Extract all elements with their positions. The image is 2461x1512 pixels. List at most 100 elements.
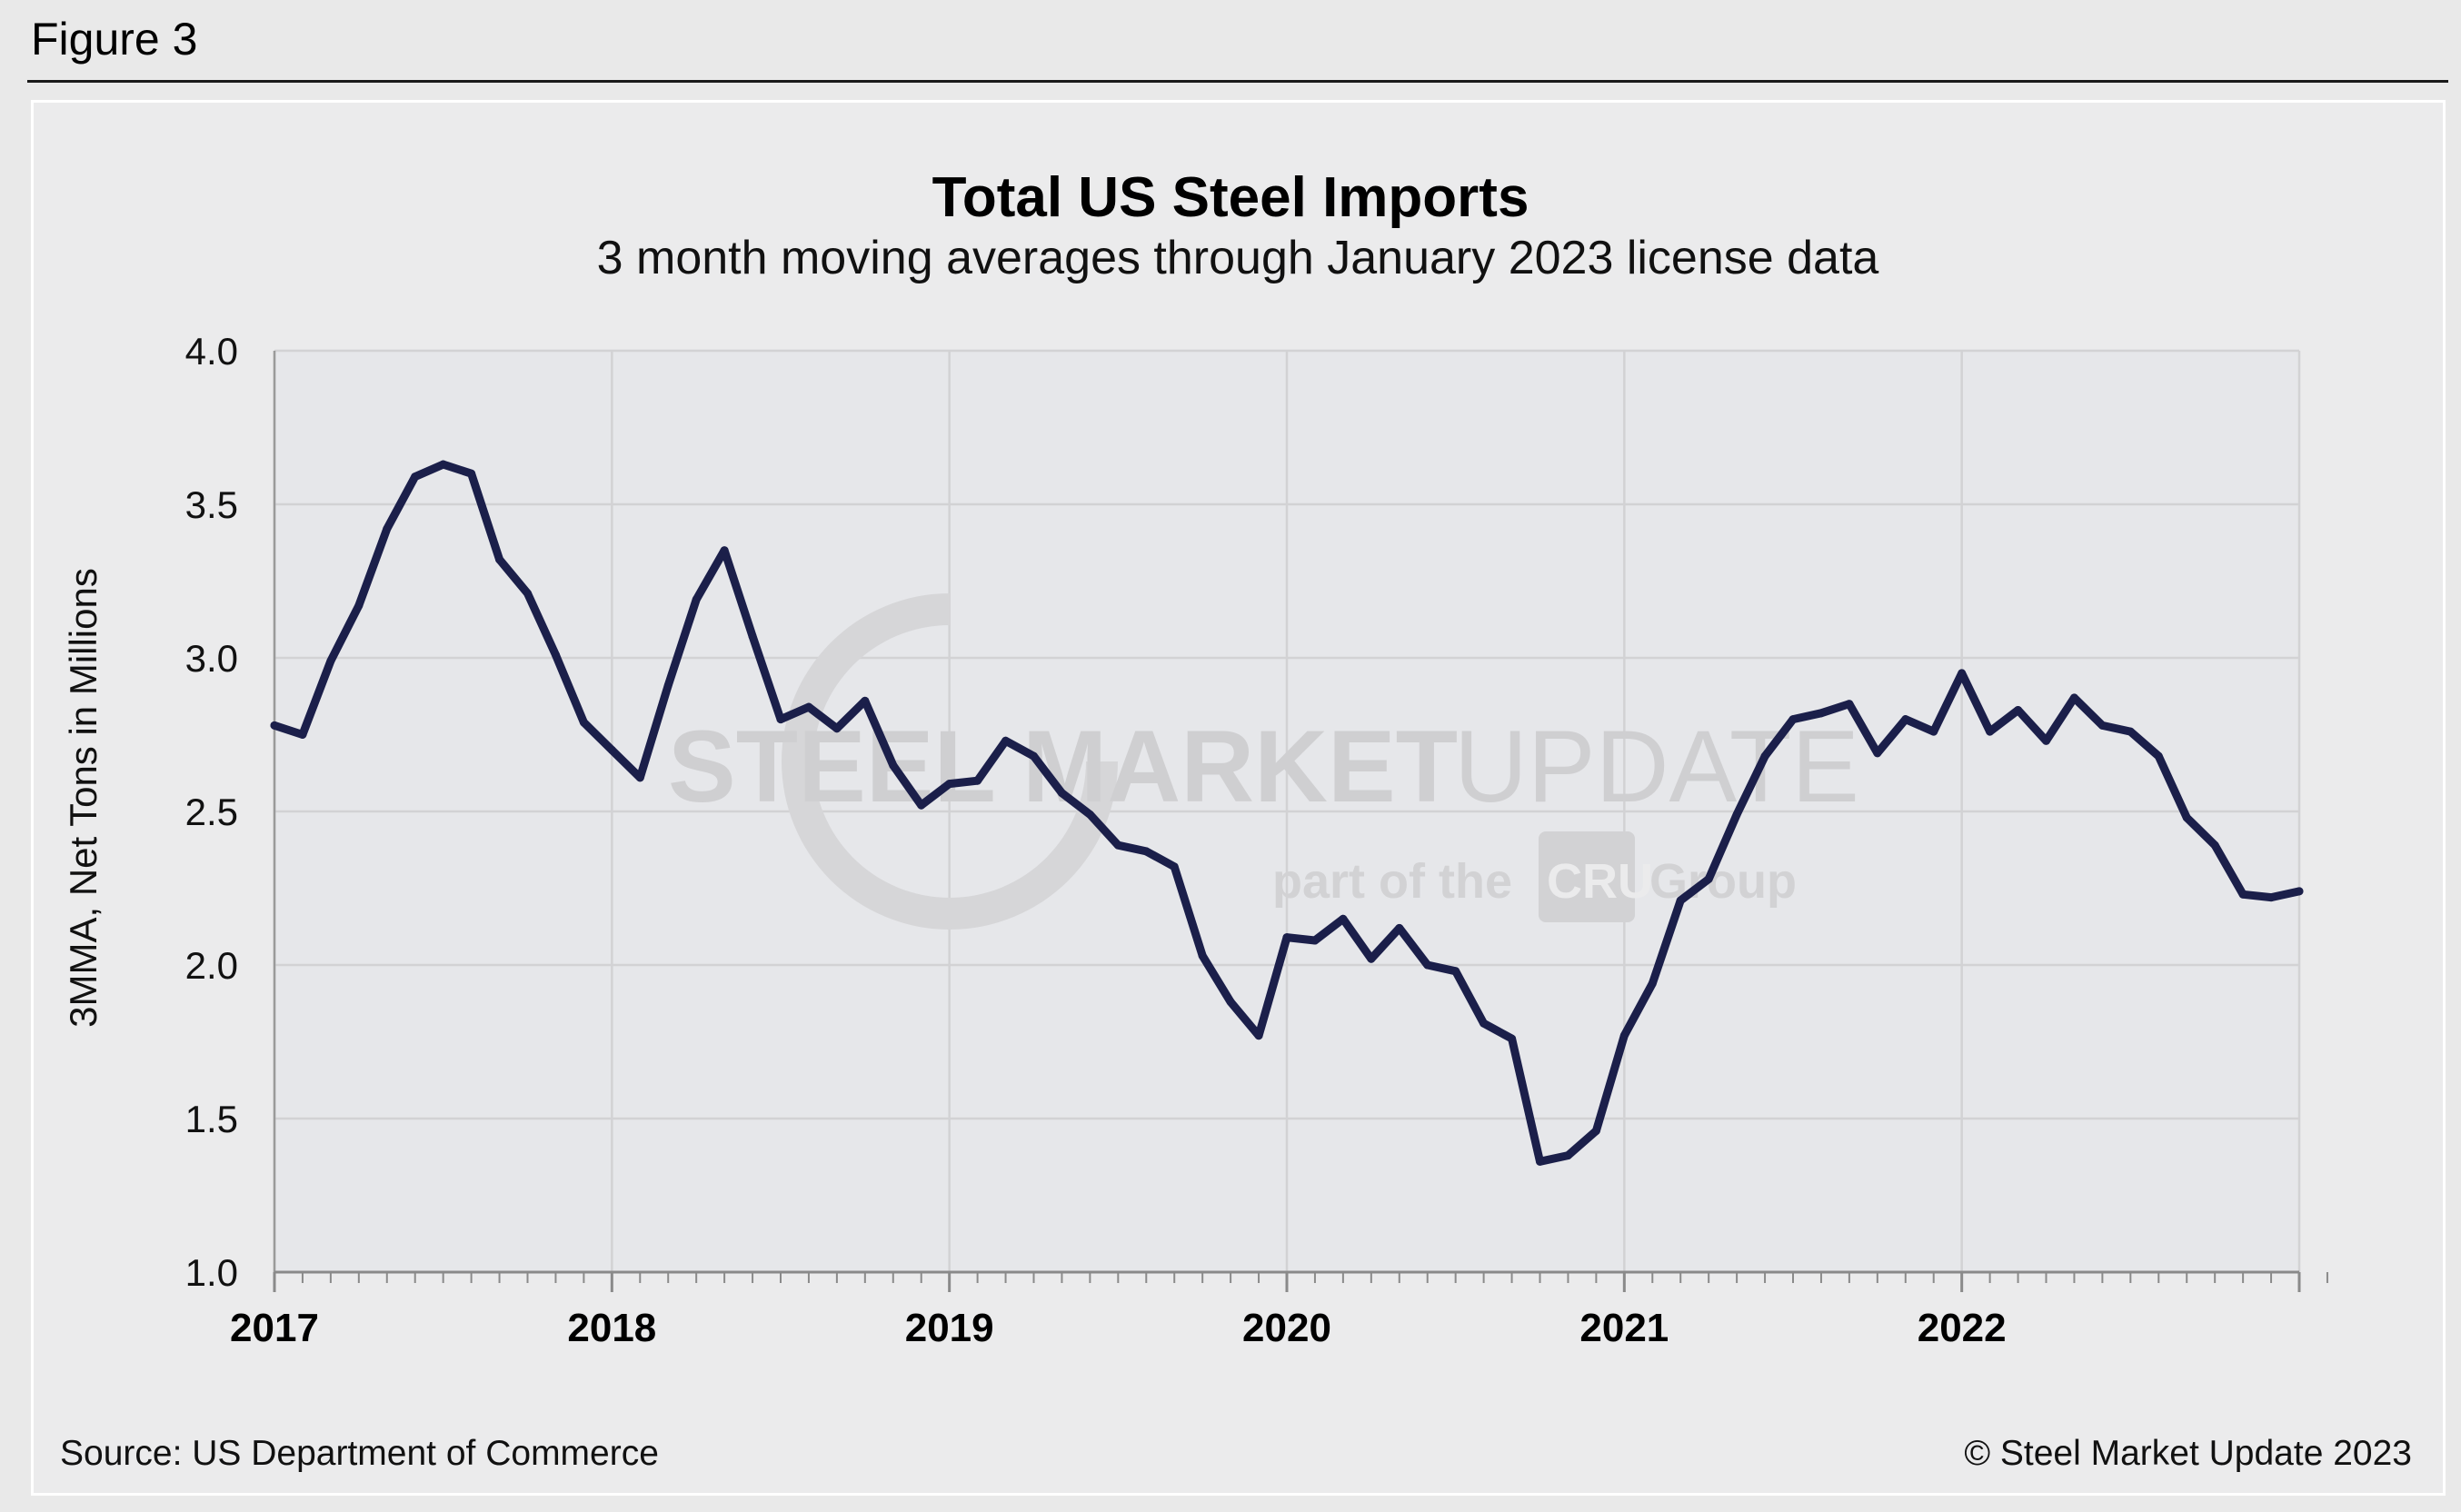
data-point <box>551 651 560 660</box>
data-point <box>1198 951 1207 960</box>
data-point <box>2238 890 2247 899</box>
data-point <box>383 524 392 533</box>
data-point <box>663 681 673 690</box>
x-tick-label: 2021 <box>1579 1306 1669 1350</box>
data-point <box>607 745 616 754</box>
data-point <box>748 632 757 641</box>
watermark-logo-text: CRU <box>1547 854 1653 909</box>
data-point <box>945 780 954 789</box>
data-point <box>1451 967 1460 976</box>
y-tick-label: 2.0 <box>185 944 238 987</box>
data-point <box>298 731 307 739</box>
data-point <box>2210 841 2219 850</box>
data-point <box>2295 887 2304 896</box>
data-point <box>579 718 588 727</box>
data-points <box>270 460 2304 1166</box>
data-point <box>2042 736 2050 745</box>
data-point <box>692 595 701 604</box>
data-point <box>861 696 870 705</box>
chart-title: Total US Steel Imports <box>932 166 1529 229</box>
data-point <box>1367 954 1376 963</box>
data-point <box>1508 1034 1517 1043</box>
axes <box>273 351 2328 1292</box>
data-point <box>1113 841 1122 850</box>
chart-subtitle: 3 month moving averages through January … <box>596 232 1879 284</box>
data-point <box>1929 727 1938 736</box>
data-point <box>1732 810 1741 819</box>
data-point <box>720 546 729 555</box>
data-point <box>1873 749 1882 758</box>
data-point <box>1001 736 1011 745</box>
data-point <box>439 460 448 469</box>
data-point <box>1141 847 1151 856</box>
x-tick-label: 2019 <box>905 1306 994 1350</box>
data-point <box>1282 933 1291 942</box>
data-point <box>832 724 842 733</box>
x-tick-label: 2017 <box>230 1306 319 1350</box>
data-point <box>1480 1019 1489 1028</box>
data-point <box>635 773 644 782</box>
data-point <box>2097 721 2107 730</box>
data-point <box>1395 923 1404 932</box>
data-point <box>2126 727 2135 736</box>
data-point <box>1536 1157 1544 1166</box>
data-point <box>1030 751 1038 761</box>
y-tick-label: 1.0 <box>185 1251 238 1294</box>
data-point <box>1958 669 1967 678</box>
data-point <box>1788 715 1798 724</box>
source-note: Source: US Department of Commerce <box>60 1434 659 1473</box>
data-point <box>1226 998 1235 1007</box>
x-tick-label: 2018 <box>567 1306 656 1350</box>
data-point <box>2014 705 2023 714</box>
data-point <box>2154 751 2163 761</box>
data-point <box>2182 813 2191 822</box>
data-point <box>523 589 532 598</box>
data-point <box>1423 960 1432 970</box>
watermark-tagline-pre: part of the <box>1272 854 1512 909</box>
data-point <box>2267 893 2276 902</box>
data-point <box>467 469 476 478</box>
data-point <box>1254 1031 1263 1040</box>
y-tick-label: 4.0 <box>185 330 238 373</box>
data-point <box>411 472 420 482</box>
y-tick-label: 1.5 <box>185 1098 238 1140</box>
data-point <box>1310 936 1320 945</box>
x-tick-label: 2022 <box>1918 1306 2007 1350</box>
data-point <box>1845 700 1854 709</box>
watermark-brand-bold: STEEL MARKET <box>668 710 1458 823</box>
watermark-cru-logo-icon <box>1539 831 1635 922</box>
data-point <box>1057 789 1066 798</box>
data-point <box>1619 1031 1629 1040</box>
y-tick-label: 2.5 <box>185 791 238 833</box>
figure-rule <box>27 80 2448 83</box>
data-point <box>1676 896 1685 905</box>
data-point <box>1339 914 1348 923</box>
x-tick-label: 2020 <box>1242 1306 1331 1350</box>
data-point <box>1591 1127 1600 1136</box>
y-tick-label: 3.5 <box>185 483 238 526</box>
data-point <box>1563 1151 1572 1160</box>
data-point <box>917 801 926 810</box>
data-point <box>1170 862 1179 871</box>
data-point <box>1704 874 1713 883</box>
data-point <box>1901 715 1910 724</box>
data-point <box>776 715 785 724</box>
y-tick-labels: 1.0 1.5 2.0 2.5 3.0 3.5 4.0 <box>185 330 238 1294</box>
figure-label: Figure 3 <box>31 14 198 65</box>
data-point <box>1986 727 1995 736</box>
copyright-note: © Steel Market Update 2023 <box>1964 1434 2412 1473</box>
data-point <box>1085 810 1094 819</box>
data-point <box>973 776 982 785</box>
watermark-tagline-post: Group <box>1649 854 1797 909</box>
data-point <box>326 656 335 665</box>
data-point <box>804 702 813 711</box>
watermark: STEEL MARKET UPDATE part of the CRU Grou… <box>668 593 1859 930</box>
data-point <box>1648 979 1657 988</box>
y-tick-label: 3.0 <box>185 637 238 680</box>
data-point <box>354 602 364 611</box>
watermark-brand-light: UPDATE <box>1454 710 1859 823</box>
data-point <box>1817 709 1826 718</box>
data-point <box>889 761 898 770</box>
data-point <box>270 721 279 730</box>
